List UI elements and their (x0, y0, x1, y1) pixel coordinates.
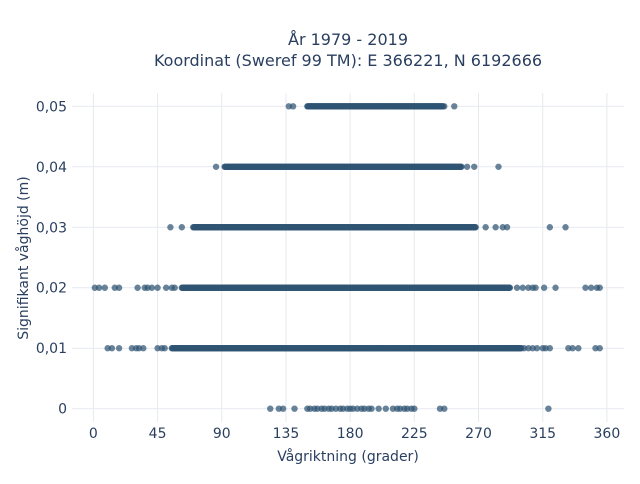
data-point (575, 345, 582, 352)
data-point (596, 284, 603, 291)
data-point (101, 284, 109, 291)
data-point (148, 284, 156, 291)
data-point (291, 405, 298, 412)
data-point (587, 284, 595, 291)
scatter-points (91, 103, 603, 412)
data-point (471, 163, 478, 170)
data-point (519, 284, 526, 291)
data-point (545, 405, 552, 412)
data-point (162, 284, 170, 291)
data-point (308, 103, 315, 110)
data-point (582, 284, 589, 291)
data-point (495, 163, 502, 170)
point-band-3 (178, 284, 514, 291)
chart-title-line-1: År 1979 - 2019 (288, 30, 408, 49)
data-point (533, 345, 541, 352)
data-point (279, 405, 287, 412)
data-point (546, 345, 554, 352)
data-point (212, 163, 220, 170)
data-point (95, 284, 103, 291)
x-tick-label: 135 (273, 426, 300, 442)
point-band-4 (168, 345, 525, 352)
y-axis-ticks: 0 0,01 0,02 0,03 0,04 0,05 (36, 99, 67, 417)
data-point (463, 163, 471, 170)
y-axis-label: Signifikant våghöjd (m) (15, 176, 32, 339)
data-point (167, 224, 174, 231)
data-point (433, 103, 441, 110)
data-point (267, 405, 274, 412)
data-point (178, 224, 186, 231)
data-point (513, 284, 521, 291)
x-axis-ticks: 0 45 90 135 180 225 270 315 360 (89, 426, 620, 442)
data-point (458, 163, 465, 170)
data-point (115, 345, 123, 352)
x-tick-label: 315 (529, 426, 556, 442)
data-point (171, 284, 178, 291)
data-point (546, 224, 554, 231)
data-point (140, 345, 147, 352)
x-tick-label: 225 (401, 426, 428, 442)
data-point (441, 405, 448, 412)
data-point (532, 284, 539, 291)
data-point (382, 405, 389, 412)
data-point (134, 284, 141, 291)
data-point (472, 224, 479, 231)
y-tick-label: 0,03 (36, 220, 67, 236)
data-point (108, 345, 116, 352)
chart-title-line-2: Koordinat (Sweref 99 TM): E 366221, N 61… (154, 51, 542, 70)
data-point (161, 345, 168, 352)
data-point (569, 345, 576, 352)
y-tick-label: 0,01 (36, 341, 67, 357)
y-tick-label: 0 (58, 402, 67, 418)
data-point (596, 345, 603, 352)
y-tick-label: 0,04 (36, 160, 67, 176)
data-point (482, 224, 489, 231)
x-axis-label: Vågriktning (grader) (277, 448, 419, 465)
data-point (540, 284, 548, 291)
data-point (115, 284, 123, 291)
x-tick-label: 90 (213, 426, 231, 442)
y-tick-label: 0,02 (36, 281, 67, 297)
data-point (289, 103, 297, 110)
data-point (375, 405, 382, 412)
data-point (506, 284, 514, 291)
data-point (368, 405, 375, 412)
data-point (552, 284, 559, 291)
x-tick-label: 0 (89, 426, 98, 442)
x-tick-label: 360 (594, 426, 621, 442)
x-tick-label: 270 (465, 426, 492, 442)
data-point (451, 103, 458, 110)
x-tick-label: 180 (337, 426, 364, 442)
point-band-2 (190, 224, 479, 231)
point-band-0 (304, 103, 447, 110)
x-tick-label: 45 (149, 426, 167, 442)
data-point (441, 103, 448, 110)
point-band-1 (221, 163, 465, 170)
data-point (503, 224, 511, 231)
data-point (411, 405, 418, 412)
data-point (562, 224, 569, 231)
y-tick-label: 0,05 (36, 99, 67, 115)
data-point (492, 224, 499, 231)
plot-background (72, 93, 624, 422)
data-point (154, 284, 161, 291)
